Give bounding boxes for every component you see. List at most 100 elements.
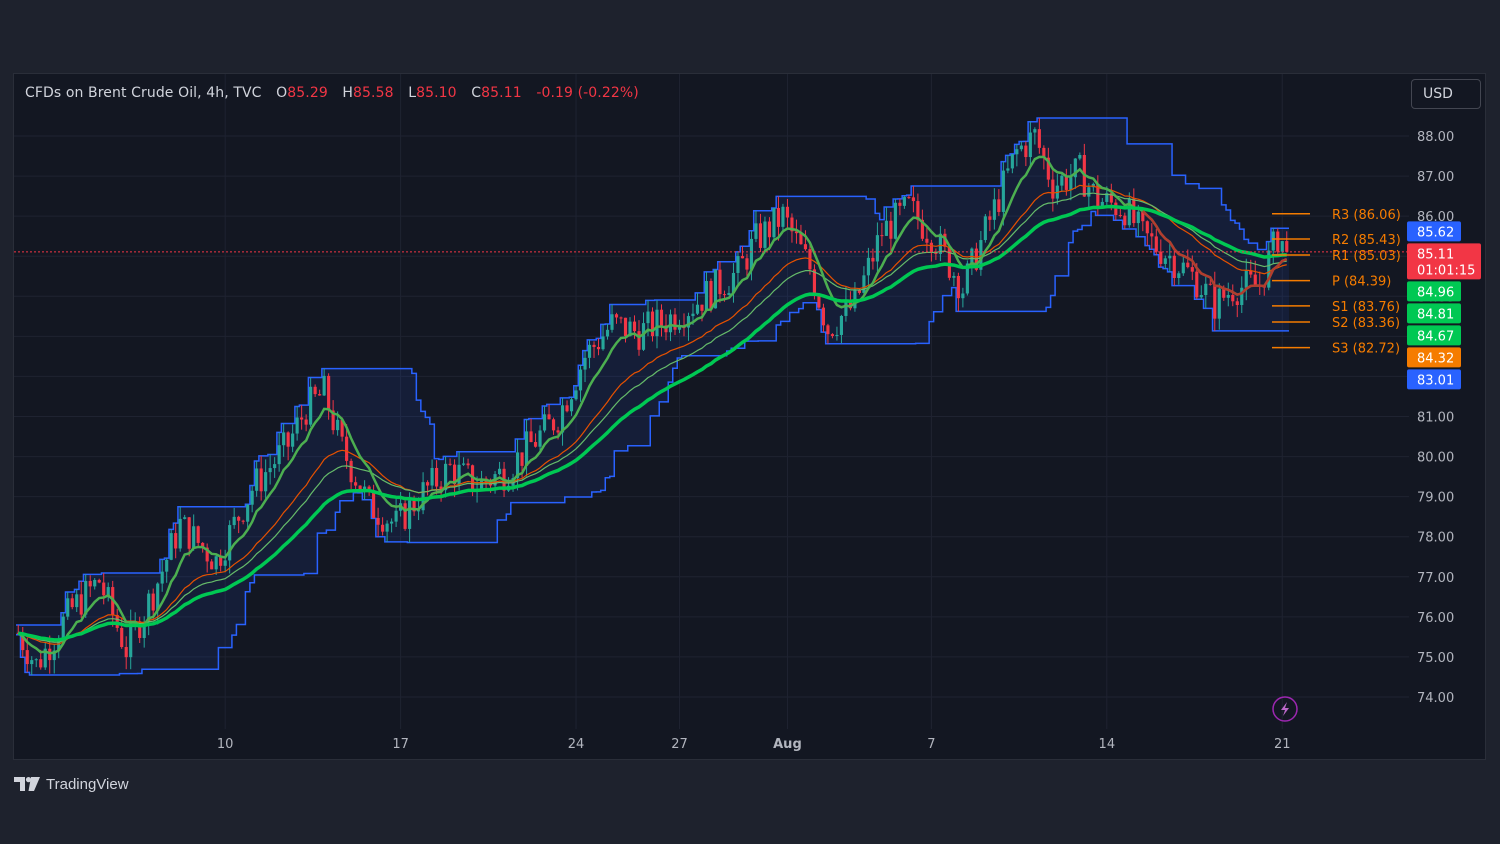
candle-body [435, 467, 439, 487]
ema-slow-line [17, 204, 1287, 642]
currency-button[interactable]: USD [1411, 79, 1481, 109]
candle-body [583, 357, 587, 370]
candle-body [79, 594, 83, 615]
candle-body [628, 321, 632, 337]
candle-body [790, 217, 794, 232]
candle-body [313, 386, 317, 395]
candle-body [826, 325, 830, 335]
lightning-icon[interactable] [1272, 696, 1298, 722]
candle-body [713, 269, 718, 309]
ma-orange-line [18, 184, 1287, 645]
y-tick-label: 79.00 [1417, 491, 1454, 506]
candle-body [214, 556, 218, 570]
candle-body [66, 598, 70, 617]
candle-body [718, 269, 722, 295]
candle-body [1145, 221, 1149, 234]
candle-body [336, 419, 340, 431]
candle-body [641, 323, 646, 350]
price-tag-value: 83.01 [1417, 373, 1454, 388]
candle-body [857, 289, 861, 293]
candle-body [776, 207, 781, 227]
candle-body [97, 579, 101, 583]
candle-body [1280, 241, 1284, 252]
candle-body [848, 300, 852, 309]
candle-body [57, 641, 61, 651]
candle-body [147, 593, 151, 622]
candle-body [875, 235, 879, 262]
price-chart[interactable]: R3 (86.06) R2 (85.43)R1 (85.03) P (84.39) S… [14, 74, 1485, 759]
candle-body [1123, 215, 1127, 226]
candle-body [327, 375, 331, 411]
candle-body [1186, 262, 1190, 268]
price-tag-value: 84.67 [1417, 329, 1454, 344]
candle-body [88, 580, 92, 587]
candle-body [763, 221, 767, 248]
candle-body [614, 314, 619, 318]
price-tag-value: 85.11 [1417, 247, 1454, 262]
candle-body [1249, 270, 1253, 275]
candle-body [551, 419, 556, 431]
tradingview-brand[interactable]: TradingView [14, 773, 129, 795]
candle-body [1240, 287, 1244, 305]
candle-body [758, 223, 763, 248]
candle-body [205, 547, 209, 562]
candle-body [754, 223, 758, 239]
candle-body [241, 520, 245, 522]
x-tick-label: 7 [927, 737, 935, 752]
candle-body [1006, 168, 1010, 171]
candle-body [75, 594, 79, 608]
candle-body [1118, 215, 1122, 217]
candle-body [547, 414, 551, 420]
candle-body [1154, 236, 1158, 252]
ema-bearish-segment [1141, 210, 1288, 297]
candle-body [578, 369, 583, 391]
candle-body [898, 202, 902, 206]
candle-body [39, 659, 43, 668]
y-tick-label: 74.00 [1417, 691, 1454, 706]
candle-body [677, 327, 682, 330]
y-tick-label: 81.00 [1417, 411, 1454, 426]
candle-body [1276, 231, 1280, 252]
price-tag-countdown: 01:01:15 [1417, 263, 1475, 278]
candle-body [1010, 154, 1014, 169]
candle-body [817, 295, 821, 308]
open-value: 85.29 [287, 85, 328, 101]
candle-body [426, 482, 430, 486]
candle-body [893, 202, 897, 239]
candle-body [160, 571, 164, 584]
candle-body [988, 216, 992, 220]
candle-body [961, 293, 965, 299]
pivot-label: R2 (85.43) [1332, 233, 1401, 248]
candle-body [268, 468, 272, 473]
moving-averages [17, 155, 1288, 655]
candle-body [965, 263, 969, 294]
candle-body [686, 316, 691, 328]
y-tick-label: 76.00 [1417, 611, 1454, 626]
candle-body [102, 582, 106, 596]
chart-panel[interactable]: R3 (86.06) R2 (85.43) R1 (85.03) P (84.39) S… [13, 73, 1486, 760]
candle-body [354, 482, 358, 486]
candle-body [318, 394, 322, 396]
candle-body [453, 464, 457, 485]
candle-body [533, 442, 538, 447]
candle-body [1168, 255, 1172, 259]
price-tag-value: 84.32 [1417, 351, 1454, 366]
candle-body [956, 275, 960, 299]
candle-body [1037, 129, 1041, 148]
pivot-levels: R3 (86.06) R2 (85.43)R1 (85.03) P (84.39) S… [1272, 208, 1401, 357]
symbol-title: CFDs on Brent Crude Oil, 4h, TVC [25, 85, 262, 101]
candle-body [403, 503, 407, 529]
low-value: 85.10 [416, 85, 457, 101]
candle-body [538, 430, 542, 447]
x-tick-label: 27 [671, 737, 688, 752]
candle-body [381, 524, 385, 532]
close-label: C [471, 85, 482, 101]
candle-body [1078, 154, 1082, 159]
candle-body [560, 405, 565, 433]
candle-body [367, 486, 371, 491]
candle-body [376, 517, 380, 525]
candle-body [1217, 288, 1221, 319]
candle-body [178, 518, 182, 549]
candle-body [916, 201, 920, 220]
candle-body [799, 233, 803, 245]
